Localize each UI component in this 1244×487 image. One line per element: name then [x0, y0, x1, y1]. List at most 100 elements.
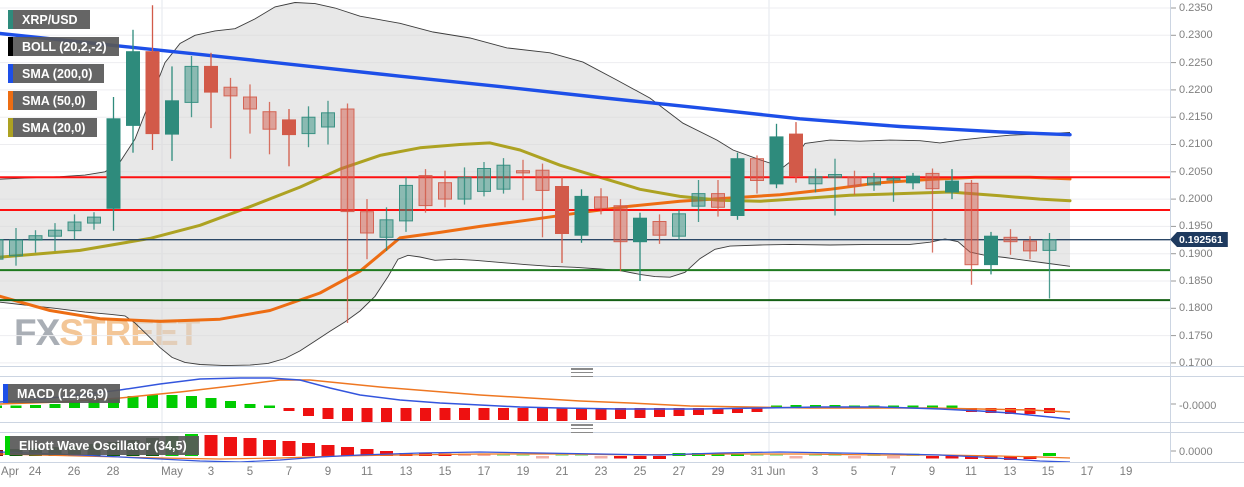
candle — [672, 210, 686, 240]
macd-bar — [10, 405, 22, 408]
macd-bar — [166, 395, 178, 408]
time-axis-label: 15 — [438, 466, 452, 478]
price-axis-label: 0.2350 — [1179, 2, 1213, 14]
candle — [204, 52, 218, 129]
time-axis-label: 17 — [477, 466, 491, 478]
ewo-bar — [321, 445, 335, 456]
macd-bar — [69, 402, 80, 408]
legend-macd[interactable]: MACD (12,26,9) — [3, 384, 120, 403]
macd-bar — [907, 405, 919, 408]
legend-sma20[interactable]: SMA (20,0) — [8, 118, 98, 137]
panel-resize-grip-ewo[interactable] — [571, 424, 593, 433]
price-axis-label: 0.2150 — [1179, 111, 1213, 123]
macd-bar — [244, 404, 256, 408]
panel-separator — [0, 432, 1244, 433]
macd-bar — [673, 408, 685, 416]
candle — [789, 122, 803, 183]
time-axis-label: 7 — [285, 466, 293, 478]
time-axis-label: 17 — [1080, 466, 1094, 478]
time-axis-label: May — [161, 466, 183, 478]
time-axis-label: 24 — [28, 466, 42, 478]
candle — [555, 177, 569, 263]
macd-bar — [361, 408, 373, 422]
price-axis-label: 0.1900 — [1179, 248, 1213, 260]
macd-bar — [946, 405, 958, 408]
price-axis-label: 0.2300 — [1179, 29, 1213, 41]
macd-color-bar — [3, 384, 8, 403]
time-axis-label: 5 — [246, 466, 254, 478]
panel-separator — [0, 422, 1244, 423]
ewo-bar — [243, 438, 257, 456]
legend-ewo[interactable]: Elliott Wave Oscillator (34,5) — [5, 436, 199, 455]
macd-bar — [147, 395, 158, 408]
candle — [847, 170, 862, 195]
sma50-color-bar — [8, 91, 13, 110]
candle — [594, 188, 608, 215]
candle — [282, 109, 296, 167]
candle — [574, 189, 589, 243]
time-axis-label: 19 — [516, 466, 530, 478]
price-axis-label: 0.1700 — [1179, 357, 1213, 369]
macd-bar — [517, 408, 529, 421]
candle — [652, 214, 667, 244]
ewo-bar — [263, 440, 276, 456]
current-price-badge: 0.192561 — [1170, 232, 1228, 247]
price-axis-label: 0.2250 — [1179, 57, 1213, 69]
macd-bar — [1005, 408, 1016, 414]
candle — [828, 158, 842, 216]
macd-bar — [654, 408, 665, 417]
macd-bar — [88, 400, 100, 408]
candle — [535, 163, 550, 238]
time-axis-label: 21 — [555, 466, 569, 478]
legend-sma200[interactable]: SMA (200,0) — [8, 64, 105, 83]
ewo-bar — [1043, 453, 1056, 456]
price-axis-label: 0.2050 — [1179, 166, 1213, 178]
time-axis-label: 19 — [1119, 466, 1133, 478]
ewo-bar — [770, 453, 783, 456]
sma200-color-bar — [8, 64, 13, 83]
panel-separator — [0, 376, 1244, 377]
ewo-label: Elliott Wave Oscillator (34,5) — [19, 438, 187, 453]
macd-bar — [751, 408, 763, 412]
bollinger-band — [0, 2, 1070, 366]
macd-bar — [732, 408, 743, 413]
ewo-bar — [497, 453, 510, 456]
panel-resize-grip-macd[interactable] — [571, 368, 593, 377]
price-axis-label: 0.2100 — [1179, 138, 1213, 150]
candle — [886, 176, 901, 202]
ewo-bar — [360, 449, 374, 456]
ewo-bar — [477, 453, 491, 456]
ewo-signal-line — [0, 453, 1071, 460]
candle — [145, 5, 160, 150]
candle — [87, 212, 101, 230]
macd-bar — [1024, 408, 1036, 414]
candle — [906, 172, 920, 190]
time-axis-label: 25 — [633, 466, 647, 478]
sma50-label: SMA (50,0) — [22, 93, 86, 108]
ewo-bar — [653, 456, 666, 459]
time-axis-label: 29 — [711, 466, 725, 478]
candle — [457, 167, 472, 205]
price-axis-label: 0.2000 — [1179, 193, 1213, 205]
time-axis-label: 7 — [889, 466, 897, 478]
ewo-bar — [380, 451, 393, 456]
price-axis-label: 0.2200 — [1179, 84, 1213, 96]
time-axis-label: 27 — [672, 466, 686, 478]
macd-label: MACD (12,26,9) — [17, 386, 108, 401]
macd-bar — [498, 408, 509, 420]
boll-color-bar — [8, 37, 13, 56]
macd-bar — [927, 405, 938, 408]
candle — [126, 29, 140, 153]
candle — [808, 168, 823, 193]
legend-boll[interactable]: BOLL (20,2,-2) — [8, 37, 119, 56]
macd-bar — [264, 405, 275, 408]
candle — [730, 152, 745, 220]
candle — [399, 177, 413, 232]
legend-symbol[interactable]: XRP/USD — [8, 10, 90, 29]
legend-sma50[interactable]: SMA (50,0) — [8, 91, 98, 110]
time-axis-label: 15 — [1041, 466, 1055, 478]
time-axis-label: 3 — [811, 466, 819, 478]
macd-bar — [790, 405, 802, 408]
candle — [438, 170, 452, 208]
